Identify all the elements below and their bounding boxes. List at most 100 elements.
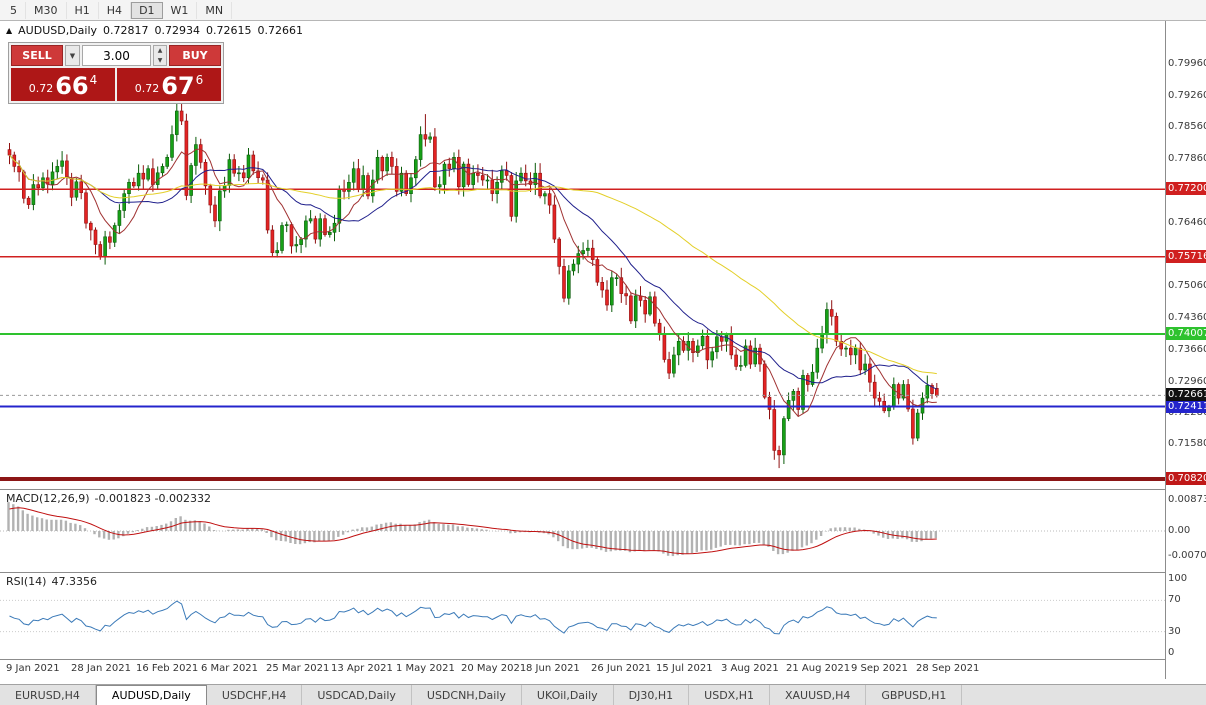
price-axis-label: 0.76460 — [1168, 216, 1206, 228]
price-axis-label: 0.77860 — [1168, 153, 1206, 165]
date-axis-label: 28 Jan 2021 — [71, 663, 131, 674]
macd-axis-label: -0.00700 — [1168, 549, 1206, 561]
buy-price-prefix: 0.72 — [134, 82, 160, 95]
price-chart-canvas — [0, 96, 1165, 481]
price-axis-label: 0.72960 — [1168, 375, 1206, 387]
chart-tab-USDCNH-Daily[interactable]: USDCNH,Daily — [411, 685, 522, 705]
chart-tab-GBPUSD-H1[interactable]: GBPUSD,H1 — [866, 685, 963, 705]
date-axis-label: 8 Jun 2021 — [526, 663, 580, 674]
volume-down-icon[interactable]: ▼ — [157, 56, 163, 64]
timeframe-button-D1[interactable]: D1 — [131, 1, 163, 19]
volume-stepper[interactable]: ▲ ▼ — [153, 45, 167, 66]
date-axis-label: 15 Jul 2021 — [656, 663, 713, 674]
rsi-axis-label: 70 — [1168, 594, 1181, 606]
price-level-badge: 0.70820 — [1166, 472, 1206, 485]
rsi-canvas — [0, 599, 1165, 635]
price-axis-label: 0.74360 — [1168, 312, 1206, 324]
date-axis-label: 6 Mar 2021 — [201, 663, 259, 674]
rsi-name: RSI(14) — [6, 575, 47, 588]
price-axis-label: 0.71580 — [1168, 438, 1206, 450]
sell-price-prefix: 0.72 — [28, 82, 54, 95]
rsi-pane: RSI(14) 47.3356 — [0, 573, 1165, 660]
macd-signal-line — [9, 507, 937, 555]
timeframe-button-H1[interactable]: H1 — [67, 1, 99, 19]
ma-line-8 — [9, 148, 937, 418]
price-axis-label: 0.75060 — [1168, 280, 1206, 292]
candles — [7, 96, 939, 469]
buy-price-display[interactable]: 0.72 67 6 — [117, 68, 221, 101]
macd-axis-label: 0.00873 — [1168, 493, 1206, 505]
volume-up-icon[interactable]: ▲ — [157, 47, 163, 54]
timeframe-button-MN[interactable]: MN — [197, 1, 233, 19]
one-click-trading-panel: SELL ▼ ▲ ▼ BUY 0.72 66 4 — [8, 42, 224, 104]
macd-values: -0.001823 -0.002332 — [94, 492, 211, 505]
date-axis: 9 Jan 2021 28 Jan 2021 16 Feb 2021 6 Mar 20… — [0, 660, 1165, 679]
ohlc-close: 0.72661 — [257, 24, 304, 37]
date-axis-label: 3 Aug 2021 — [721, 663, 779, 674]
date-axis-label: 1 May 2021 — [396, 663, 455, 674]
price-axis-label: 0.78560 — [1168, 121, 1206, 133]
price-level-badge: 0.75716 — [1166, 249, 1206, 263]
buy-price-big: 67 — [161, 72, 195, 100]
rsi-line — [9, 600, 937, 635]
chart-tab-EURUSD-H4[interactable]: EURUSD,H4 — [0, 685, 96, 705]
timeframe-button-M30[interactable]: M30 — [26, 1, 67, 19]
chart-tab-DJ30-H1[interactable]: DJ30,H1 — [613, 685, 690, 705]
timeframe-button-H4[interactable]: H4 — [99, 1, 132, 19]
price-level-badge: 0.77200 — [1166, 182, 1206, 196]
macd-label: MACD(12,26,9) -0.001823 -0.002332 — [6, 492, 211, 505]
date-axis-label: 9 Jan 2021 — [6, 663, 60, 674]
macd-axis-label: 0.00 — [1168, 525, 1191, 536]
ma-line-20 — [9, 154, 938, 390]
price-axis-label: 0.79260 — [1168, 89, 1206, 101]
chart-tab-USDCAD-Daily[interactable]: USDCAD,Daily — [302, 685, 412, 705]
chart-tab-UKOil-Daily[interactable]: UKOil,Daily — [521, 685, 614, 705]
date-axis-label: 25 Mar 2021 — [266, 663, 330, 674]
buy-price-sup: 6 — [195, 73, 204, 87]
macd-canvas — [0, 502, 1165, 557]
one-click-toggle-icon[interactable]: ▲ — [6, 26, 13, 35]
date-axis-label: 21 Aug 2021 — [786, 663, 851, 674]
price-axis-column: 0.79960 0.79260 0.78560 0.77860 0.76460 0.757… — [1165, 21, 1206, 679]
rsi-label: RSI(14) 47.3356 — [6, 575, 97, 588]
volume-input[interactable] — [82, 45, 151, 66]
rsi-value: 47.3356 — [51, 575, 97, 588]
date-axis-label: 26 Jun 2021 — [591, 663, 652, 674]
volume-dropdown-icon[interactable]: ▼ — [65, 45, 80, 66]
sell-price-display[interactable]: 0.72 66 4 — [11, 68, 115, 101]
macd-histogram — [7, 502, 937, 557]
timeframe-button-5[interactable]: 5 — [2, 1, 26, 19]
price-axis-label: 0.79960 — [1168, 57, 1206, 69]
macd-name: MACD(12,26,9) — [6, 492, 90, 505]
rsi-axis-label: 30 — [1168, 625, 1181, 637]
rsi-axis-label: 0 — [1168, 647, 1175, 658]
date-axis-label: 20 May 2021 — [461, 663, 527, 674]
sell-price-big: 66 — [55, 72, 89, 100]
macd-pane: MACD(12,26,9) -0.001823 -0.002332 — [0, 490, 1165, 573]
chart-tab-USDCHF-H4[interactable]: USDCHF,H4 — [206, 685, 303, 705]
chart-tab-AUDUSD-Daily[interactable]: AUDUSD,Daily — [95, 685, 207, 705]
current-price-badge: 0.72661 — [1166, 388, 1206, 402]
sell-price-sup: 4 — [89, 73, 98, 87]
chart-tab-XAUUSD-H4[interactable]: XAUUSD,H4 — [769, 685, 867, 705]
timeframe-button-W1[interactable]: W1 — [163, 1, 198, 19]
timeframe-toolbar: 5 M30 H1 H4 D1 W1 MN — [0, 0, 1206, 21]
charts-column: ▲ AUDUSD,Daily 0.72817 0.72934 0.72615 0… — [0, 21, 1165, 679]
ohlc-high: 0.72934 — [154, 24, 201, 37]
date-axis-label: 16 Feb 2021 — [136, 663, 199, 674]
chart-tab-USDX-H1[interactable]: USDX,H1 — [689, 685, 770, 705]
price-axis-label: 0.73660 — [1168, 343, 1206, 355]
buy-button[interactable]: BUY — [169, 45, 221, 66]
chart-symbol-period: AUDUSD,Daily — [18, 24, 98, 37]
chart-window: ▲ AUDUSD,Daily 0.72817 0.72934 0.72615 0… — [0, 21, 1206, 679]
ohlc-low: 0.72615 — [206, 24, 252, 37]
ohlc-open: 0.72817 — [103, 24, 149, 37]
chart-ohlc-title: ▲ AUDUSD,Daily 0.72817 0.72934 0.72615 0… — [6, 24, 303, 37]
date-axis-label: 9 Sep 2021 — [851, 663, 909, 674]
price-level-badge: 0.74007 — [1166, 327, 1206, 341]
ma-line-55 — [9, 154, 937, 375]
sell-button[interactable]: SELL — [11, 45, 63, 66]
chart-tab-bar: EURUSD,H4 AUDUSD,Daily USDCHF,H4 USDCAD,Dai… — [0, 684, 1206, 705]
price-level-badge: 0.72411 — [1166, 399, 1206, 413]
